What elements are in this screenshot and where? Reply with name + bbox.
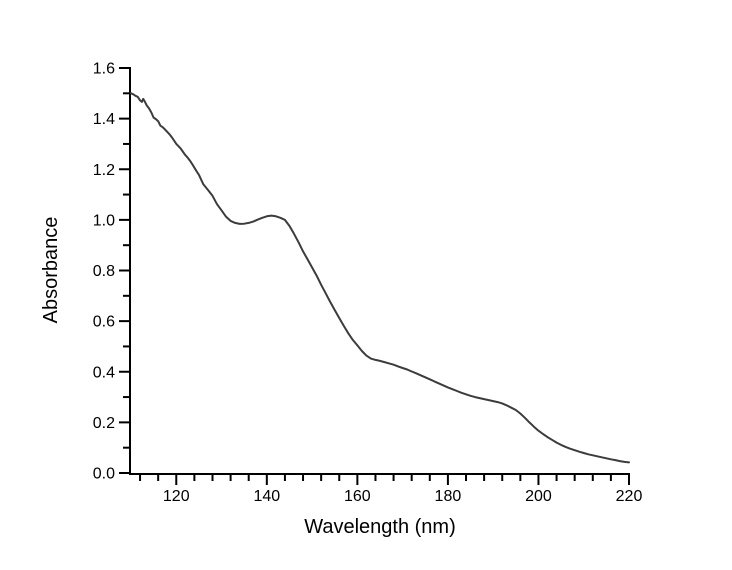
spectrum-line [130,92,630,464]
x-tick-label: 180 [435,488,462,505]
y-tick-label: 0.6 [93,314,115,331]
y-tick-label: 0.2 [93,415,115,432]
x-tick-label: 140 [253,488,280,505]
tick-labels-layer: 120 140 160 180 200 220 0.0 0.2 0.4 0.6 0.8 1.0 1.2 1… [93,61,643,506]
ticks-layer [119,67,630,485]
x-tick-label: 220 [616,488,643,505]
y-axis-title: Absorbance [40,217,62,324]
x-axis-title: Wavelength (nm) [304,516,456,538]
y-tick-label: 1.6 [93,61,115,78]
y-tick-label: 0.8 [93,263,115,280]
y-tick-label: 0.4 [93,364,115,381]
y-tick-label: 1.4 [93,111,115,128]
y-tick-label: 1.0 [93,212,115,229]
x-tick-label: 120 [163,488,190,505]
x-tick-label: 200 [525,488,552,505]
y-tick-label: 1.2 [93,162,115,179]
x-tick-label: 160 [344,488,371,505]
y-tick-label: 0.0 [93,466,115,483]
